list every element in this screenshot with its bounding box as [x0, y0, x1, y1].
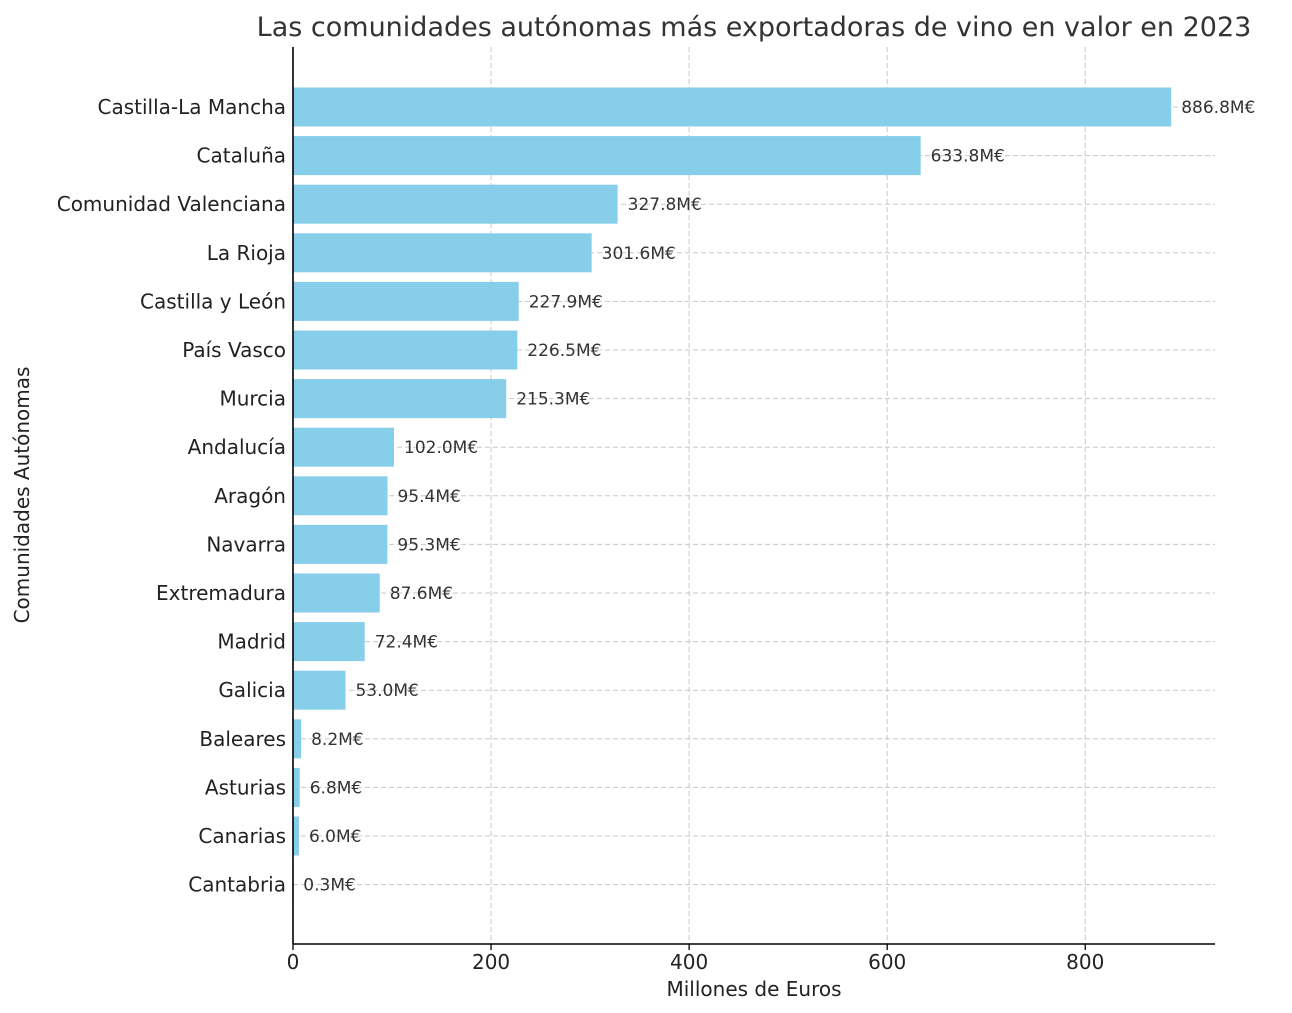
category-label: Canarias — [198, 824, 286, 848]
grid — [293, 47, 1215, 944]
category-label: País Vasco — [182, 338, 286, 362]
category-label: Cantabria — [188, 873, 286, 897]
x-axis-ticks: 0 200 400 600 800 — [287, 944, 1104, 974]
y-axis-label: Comunidades Autónomas — [10, 367, 34, 624]
category-label: Asturias — [205, 775, 286, 799]
bar — [293, 233, 592, 273]
value-label: 102.0M€ — [404, 438, 478, 458]
value-label: 53.0M€ — [355, 681, 418, 701]
bar — [293, 136, 921, 176]
value-label: 301.6M€ — [602, 244, 676, 264]
category-label: Galicia — [218, 678, 286, 702]
value-label: 215.3M€ — [516, 390, 590, 410]
bar — [293, 816, 299, 856]
bar — [293, 524, 388, 564]
x-tick-label: 200 — [472, 950, 510, 974]
bar — [293, 330, 518, 370]
bar — [293, 281, 519, 321]
x-tick-label: 400 — [670, 950, 708, 974]
value-label: 0.3M€ — [303, 876, 356, 896]
category-label: Castilla-La Mancha — [98, 95, 287, 119]
category-label: Castilla y León — [140, 289, 286, 313]
category-label: Comunidad Valenciana — [57, 192, 286, 216]
bar — [293, 476, 388, 516]
category-label: Aragón — [214, 484, 286, 508]
value-label: 227.9M€ — [529, 292, 603, 312]
category-label: Extremadura — [156, 581, 286, 605]
category-label: Baleares — [199, 727, 286, 751]
category-label: Madrid — [217, 630, 286, 654]
category-label: Cataluña — [197, 144, 286, 168]
category-label: La Rioja — [207, 241, 286, 265]
category-label: Andalucía — [188, 435, 286, 459]
value-labels: 886.8M€ 633.8M€ 327.8M€ 301.6M€ 227.9M€ 226.5… — [303, 98, 1255, 896]
value-label: 6.0M€ — [309, 827, 362, 847]
value-label: 226.5M€ — [527, 341, 601, 361]
value-label: 8.2M€ — [311, 730, 364, 750]
x-tick-label: 800 — [1066, 950, 1104, 974]
bar — [293, 184, 618, 224]
value-label: 95.3M€ — [397, 535, 460, 555]
bar — [293, 719, 302, 759]
value-label: 95.4M€ — [397, 487, 460, 507]
bars — [293, 87, 1172, 905]
bar — [293, 379, 507, 419]
x-axis-label: Millones de Euros — [666, 977, 841, 1001]
value-label: 633.8M€ — [931, 147, 1005, 167]
x-tick-label: 0 — [287, 950, 300, 974]
category-label: Navarra — [206, 532, 286, 556]
category-label: Murcia — [219, 387, 286, 411]
bar — [293, 767, 300, 807]
chart-title: Las comunidades autónomas más exportador… — [257, 12, 1252, 43]
bar — [293, 573, 380, 613]
value-label: 87.6M€ — [390, 584, 453, 604]
value-label: 6.8M€ — [310, 778, 363, 798]
category-labels: Castilla-La Mancha Cataluña Comunidad Vale… — [57, 95, 286, 897]
bar — [293, 670, 346, 710]
value-label: 886.8M€ — [1181, 98, 1255, 118]
value-label: 327.8M€ — [628, 195, 702, 215]
bar — [293, 622, 365, 662]
x-tick-label: 600 — [868, 950, 906, 974]
bar — [293, 427, 395, 467]
value-label: 72.4M€ — [375, 633, 438, 653]
bar — [293, 87, 1172, 127]
